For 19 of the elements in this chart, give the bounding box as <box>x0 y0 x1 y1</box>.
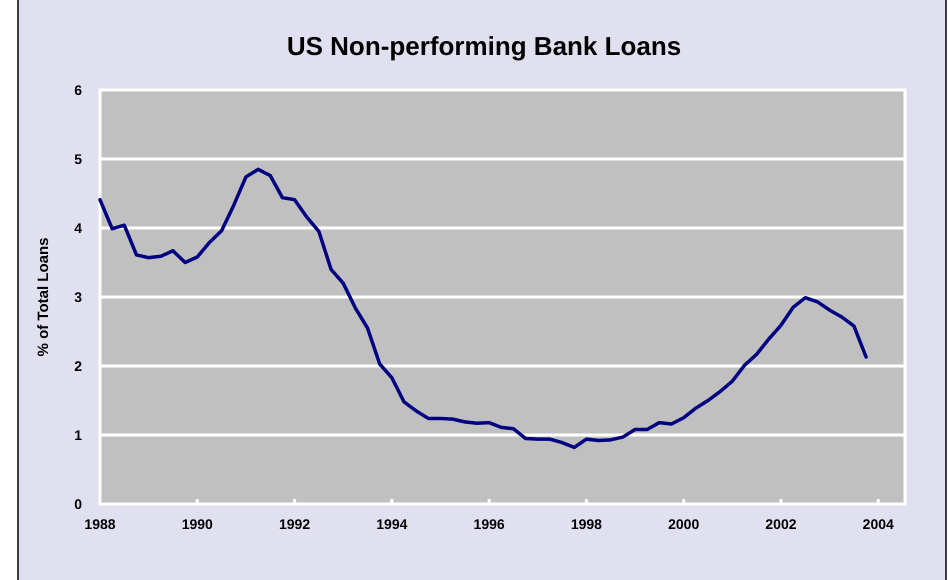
y-tick-label: 4 <box>74 220 82 236</box>
y-tick-label: 1 <box>74 427 82 443</box>
y-tick-label: 2 <box>74 358 82 374</box>
x-tick-label: 1994 <box>376 516 408 532</box>
y-tick-label: 0 <box>74 496 82 512</box>
x-tick-label: 2000 <box>668 516 700 532</box>
y-tick-label: 5 <box>74 151 82 167</box>
x-tick-label: 2004 <box>862 516 894 532</box>
chart-title: US Non-performing Bank Loans <box>286 31 682 61</box>
x-tick-label: 1996 <box>474 516 505 532</box>
x-tick-label: 2002 <box>765 516 797 532</box>
y-tick-label: 6 <box>74 82 82 98</box>
x-tick-label: 1998 <box>570 516 602 532</box>
y-axis-title: % of Total Loans <box>35 238 52 356</box>
y-tick-label: 3 <box>74 289 82 305</box>
x-tick-label: 1992 <box>278 516 310 532</box>
line-series <box>98 168 868 450</box>
x-tick-label: 1988 <box>84 516 116 532</box>
x-tick-label: 1990 <box>182 516 214 532</box>
